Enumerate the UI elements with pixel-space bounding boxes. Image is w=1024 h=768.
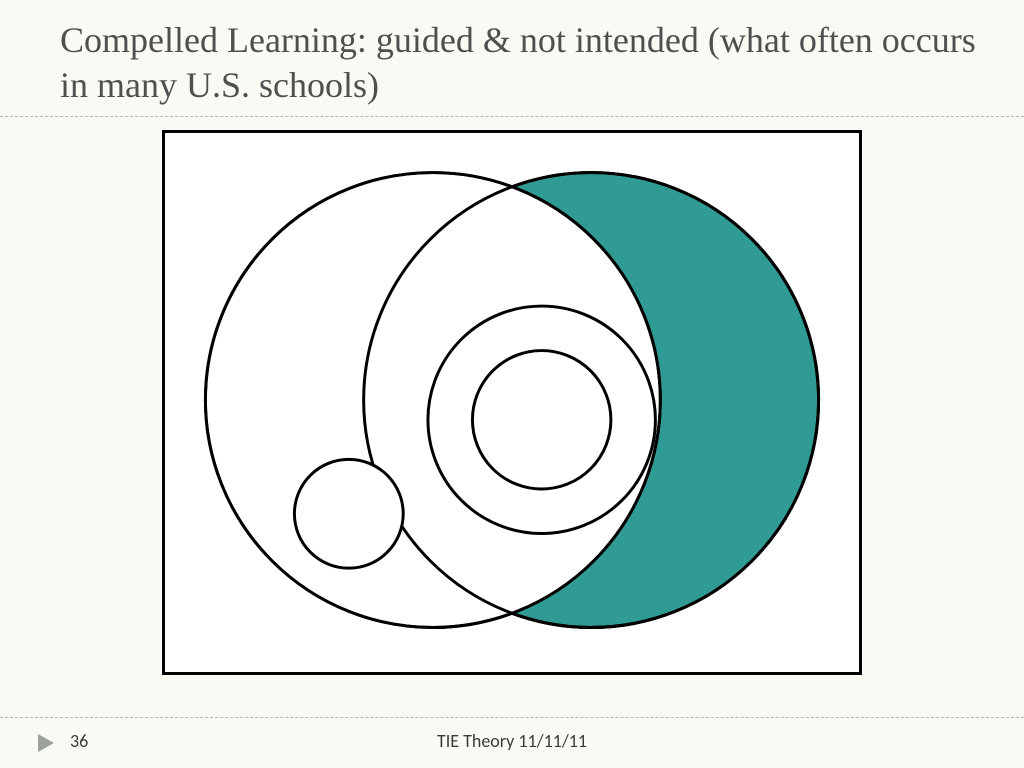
slide-title: Compelled Learning: guided & not intende…	[60, 18, 984, 108]
divider-bottom	[0, 717, 1024, 718]
venn-diagram-frame	[162, 130, 862, 675]
footer-text: TIE Theory 11/11/11	[0, 730, 1024, 752]
venn-diagram	[165, 133, 859, 672]
slide-footer: 36 TIE Theory 11/11/11	[0, 724, 1024, 754]
slide: Compelled Learning: guided & not intende…	[0, 0, 1024, 768]
divider-top	[0, 116, 1024, 117]
